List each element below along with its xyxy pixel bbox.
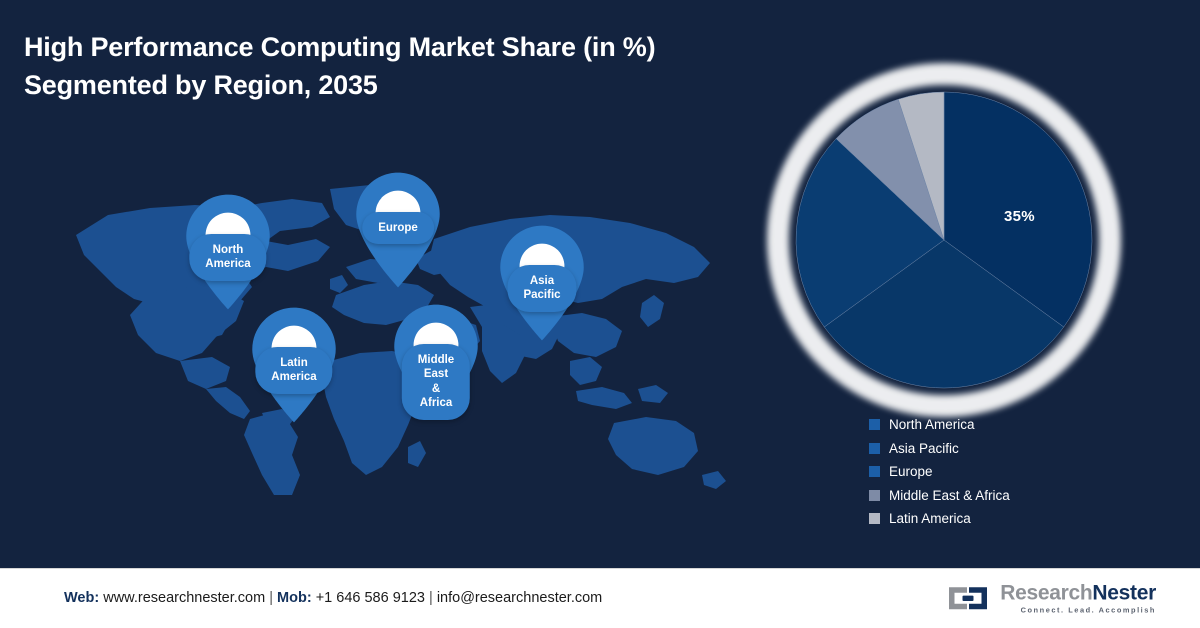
title-line-1: High Performance Computing Market Share …: [24, 32, 656, 62]
pie-slice-asia-pacific[interactable]: [823, 239, 1065, 389]
legend-swatch-icon: [869, 419, 880, 431]
pie-chart-svg: [767, 63, 1121, 417]
pie-data-label-north-america: 35%: [1004, 208, 1035, 225]
map-pin-europe[interactable]: Europe: [338, 170, 458, 290]
legend-label: Middle East & Africa: [889, 487, 1010, 503]
logo-tagline: Connect. Lead. Accomplish: [1020, 605, 1156, 615]
footer-email-value[interactable]: info@researchnester.com: [436, 590, 603, 606]
logo-wordmark: ResearchNester Connect. Lead. Accomplish: [1000, 582, 1156, 613]
legend-label: Europe: [889, 464, 933, 479]
legend-item-middle-east-africa[interactable]: Middle East & Africa: [869, 484, 1010, 508]
logo-name-nester: Nester: [1092, 581, 1156, 605]
market-share-pie-chart: [764, 60, 1124, 420]
footer-separator-1: |: [269, 590, 274, 606]
map-pin-asia-pacific[interactable]: Asia Pacific: [482, 223, 602, 343]
map-label-north-america: North America: [189, 234, 267, 281]
pie-slice-north-america[interactable]: [943, 91, 1093, 328]
logo-name-line: ResearchNester: [1000, 582, 1156, 603]
legend-swatch-icon: [869, 489, 880, 501]
legend-swatch-icon: [869, 466, 880, 478]
legend-item-europe[interactable]: Europe: [869, 460, 1010, 484]
map-label-middle-east-africa: Middle East & Africa: [401, 344, 471, 420]
map-pin-middle-east-africa[interactable]: Middle East & Africa: [371, 302, 501, 422]
map-pin-latin-america[interactable]: Latin America: [234, 305, 354, 425]
page-title: High Performance Computing Market Share …: [24, 28, 784, 105]
research-nester-logomark-icon: [949, 587, 988, 609]
footer-bar: Web: www.researchnester.com | Mob: +1 64…: [0, 568, 1200, 628]
logo-name-research: Research: [1000, 581, 1093, 605]
chart-legend: North America Asia Pacific Europe Middle Ea…: [869, 413, 1010, 531]
footer-contact-info: Web: www.researchnester.com | Mob: +1 64…: [64, 590, 602, 606]
title-line-2: Segmented by Region, 2035: [24, 70, 378, 101]
research-nester-logo[interactable]: ResearchNester Connect. Lead. Accomplish: [945, 582, 1156, 614]
legend-label: North America: [889, 417, 975, 432]
footer-mob-label: Mob:: [277, 590, 312, 606]
footer-top-divider: [0, 568, 1200, 569]
footer-separator-2: |: [429, 590, 433, 606]
legend-item-north-america[interactable]: North America: [869, 413, 1010, 437]
footer-web-value[interactable]: www.researchnester.com: [103, 590, 266, 606]
legend-item-latin-america[interactable]: Latin America: [869, 507, 1010, 531]
map-label-europe: Europe: [362, 212, 434, 245]
map-label-asia-pacific: Asia Pacific: [507, 265, 577, 312]
world-map: North America Europe Asia Pacific Latin …: [30, 172, 755, 495]
legend-swatch-icon: [869, 513, 880, 525]
legend-swatch-icon: [869, 442, 880, 454]
pie-outer-ring: [767, 63, 1121, 417]
pie-slice-europe[interactable]: [795, 138, 945, 328]
map-label-latin-america: Latin America: [255, 347, 333, 394]
legend-label: Asia Pacific: [889, 440, 959, 456]
pie-slice-group: [795, 91, 1093, 389]
footer-web-label: Web:: [64, 590, 100, 606]
legend-label: Latin America: [889, 511, 971, 526]
map-pin-north-america[interactable]: North America: [168, 192, 288, 312]
legend-item-asia-pacific[interactable]: Asia Pacific: [869, 437, 1010, 461]
footer-mob-value[interactable]: +1 646 586 9123: [315, 590, 425, 606]
pie-slice-latin-america[interactable]: [897, 91, 945, 241]
